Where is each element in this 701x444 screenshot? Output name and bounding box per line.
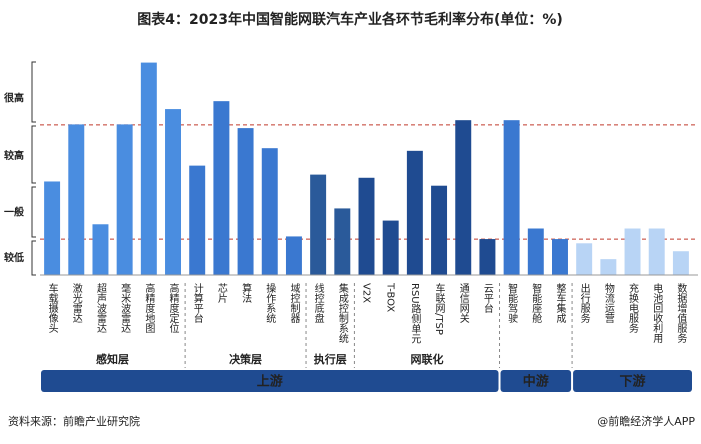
y-tick-label: 较高 bbox=[4, 149, 24, 162]
bar bbox=[165, 109, 181, 275]
bar bbox=[503, 120, 520, 276]
stage-label: 上游 bbox=[257, 374, 283, 390]
x-tick-label: 电池回收利用 bbox=[651, 282, 663, 344]
x-tick-label: 智能驾驶 bbox=[506, 282, 518, 324]
x-tick-label: 高精度地图 bbox=[143, 282, 155, 334]
bar bbox=[624, 228, 641, 275]
x-tick-label: 车载摄像头 bbox=[46, 282, 58, 334]
x-tick-label: 智能座舱 bbox=[530, 282, 542, 324]
y-brackets bbox=[31, 61, 36, 276]
bar bbox=[431, 185, 448, 275]
x-tick-label: 计算平台 bbox=[191, 282, 203, 324]
x-tick-label: 整车集成 bbox=[554, 282, 566, 324]
group-label: 执行层 bbox=[314, 352, 347, 366]
x-tick-label: 通信网关 bbox=[457, 283, 469, 324]
bar bbox=[455, 120, 472, 276]
bar bbox=[261, 148, 278, 275]
bar bbox=[672, 251, 689, 275]
bar bbox=[189, 165, 206, 275]
x-tick-label: 操作系统 bbox=[264, 282, 276, 323]
y-tick-label: 很高 bbox=[3, 92, 24, 105]
stage-label: 中游 bbox=[523, 374, 549, 390]
bar bbox=[600, 259, 617, 275]
bar bbox=[140, 62, 157, 275]
bracket bbox=[31, 125, 36, 184]
x-tick-label: 超声波雷达 bbox=[94, 282, 106, 333]
bar bbox=[479, 239, 496, 275]
bar bbox=[334, 208, 351, 275]
bar bbox=[213, 101, 230, 276]
group-label: 决策层 bbox=[229, 352, 262, 366]
bar bbox=[358, 177, 375, 275]
bracket bbox=[31, 61, 36, 123]
bar bbox=[310, 174, 327, 275]
x-tick-label: 高精度定位 bbox=[167, 282, 179, 333]
x-tick-label: 云平台 bbox=[481, 283, 493, 314]
x-tick-label: T-BOX bbox=[385, 282, 396, 312]
x-tick-label: 算法 bbox=[240, 282, 252, 304]
bar bbox=[382, 220, 399, 275]
x-tick-label: 数据增值服务 bbox=[675, 282, 687, 344]
group-label: 网联化 bbox=[410, 352, 443, 366]
x-tick-label: 毫米波雷达 bbox=[119, 282, 131, 333]
bar bbox=[116, 124, 133, 275]
bar bbox=[576, 243, 593, 275]
bar bbox=[44, 181, 61, 275]
x-tick-label: 激光雷达 bbox=[70, 282, 82, 323]
bar bbox=[237, 128, 254, 275]
bar bbox=[92, 224, 109, 275]
x-tick-label: 集成控制系统 bbox=[336, 282, 348, 343]
x-tick-label: 线控底盘 bbox=[312, 282, 324, 323]
x-tick-label: 出行服务 bbox=[578, 282, 590, 324]
x-tick-label: 芯片 bbox=[215, 282, 227, 304]
bar bbox=[527, 228, 544, 275]
y-tick-label: 较低 bbox=[4, 251, 24, 264]
x-tick-label: RSU路侧单元 bbox=[409, 283, 421, 344]
stage-band bbox=[573, 370, 692, 392]
bracket bbox=[31, 186, 36, 238]
bar bbox=[68, 124, 85, 275]
group-label: 感知层 bbox=[96, 352, 129, 366]
y-tick-label: 一般 bbox=[4, 206, 24, 219]
stage-band bbox=[41, 370, 499, 392]
x-tick-label: 充换电服务 bbox=[627, 282, 639, 334]
x-tick-label: 域控制器 bbox=[288, 282, 300, 324]
stage-band bbox=[500, 370, 572, 392]
x-tick-label: V2X bbox=[361, 283, 372, 303]
bar bbox=[552, 239, 568, 275]
bracket bbox=[31, 240, 36, 276]
source: 资料来源：前瞻产业研究院 bbox=[8, 414, 140, 428]
bar bbox=[285, 236, 302, 275]
bar bbox=[406, 150, 423, 275]
bar bbox=[648, 228, 665, 275]
credit: @前瞻经济学人APP bbox=[597, 414, 695, 428]
chart-title: 图表4：2023年中国智能网联汽车产业各环节毛利率分布(单位：%) bbox=[137, 11, 563, 28]
x-tick-label: 物流运营 bbox=[602, 282, 614, 324]
stage-label: 下游 bbox=[620, 374, 646, 390]
x-tick-label: 车联网/TSP bbox=[433, 282, 445, 335]
